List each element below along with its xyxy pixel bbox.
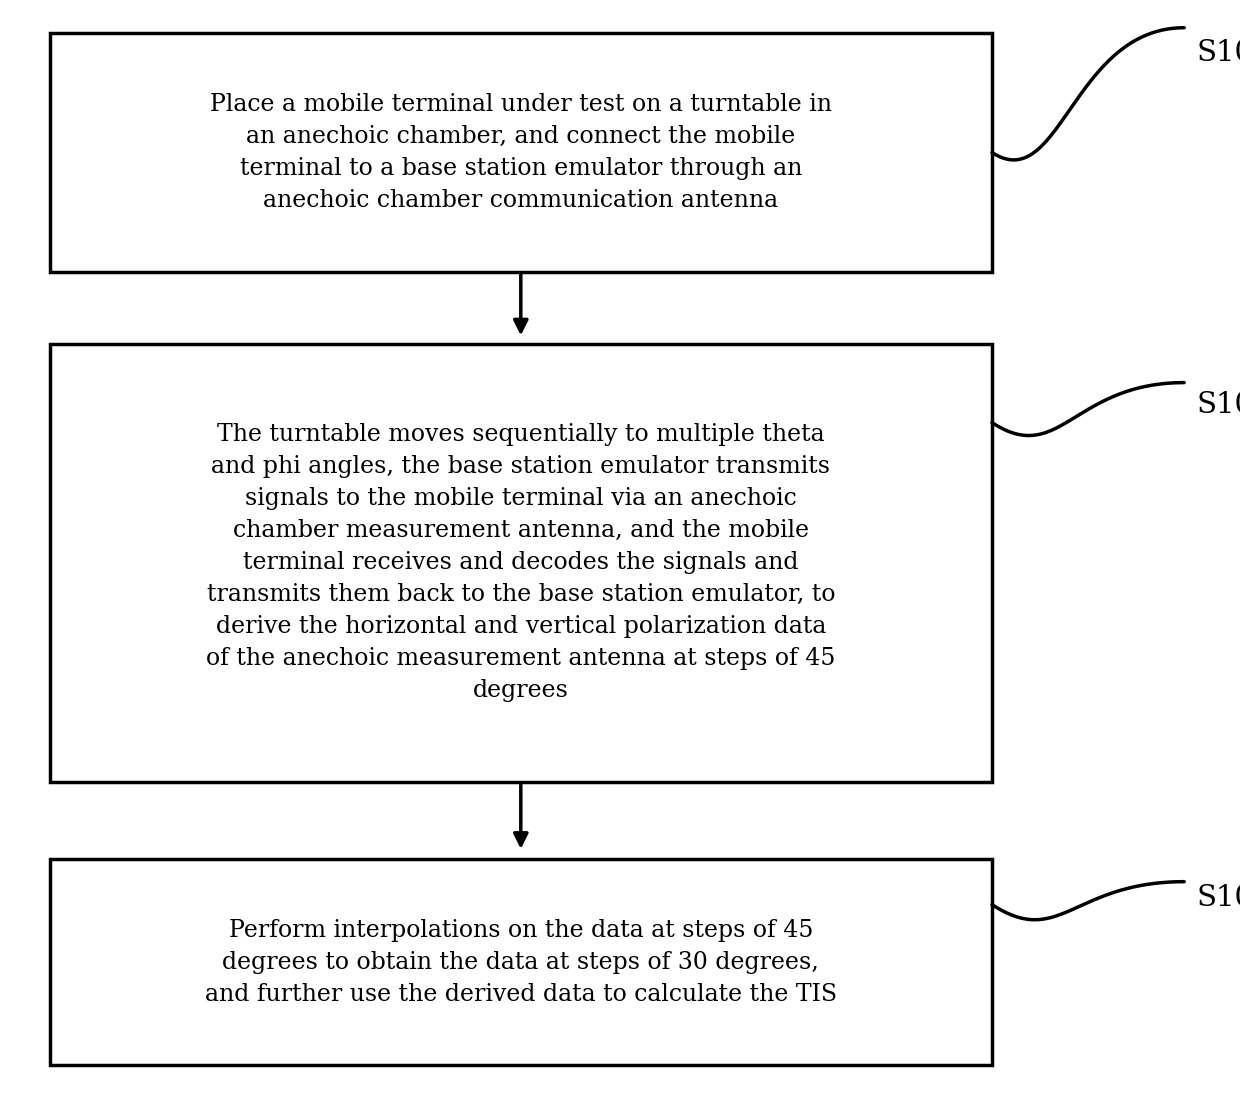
FancyBboxPatch shape: [50, 859, 992, 1065]
Text: S101: S101: [1197, 39, 1240, 68]
Text: Place a mobile terminal under test on a turntable in
an anechoic chamber, and co: Place a mobile terminal under test on a …: [210, 93, 832, 212]
FancyBboxPatch shape: [50, 344, 992, 782]
Text: S103: S103: [1197, 884, 1240, 913]
Text: The turntable moves sequentially to multiple theta
and phi angles, the base stat: The turntable moves sequentially to mult…: [206, 424, 836, 702]
FancyBboxPatch shape: [50, 33, 992, 272]
Text: Perform interpolations on the data at steps of 45
degrees to obtain the data at : Perform interpolations on the data at st…: [205, 918, 837, 1006]
Text: S102: S102: [1197, 390, 1240, 419]
